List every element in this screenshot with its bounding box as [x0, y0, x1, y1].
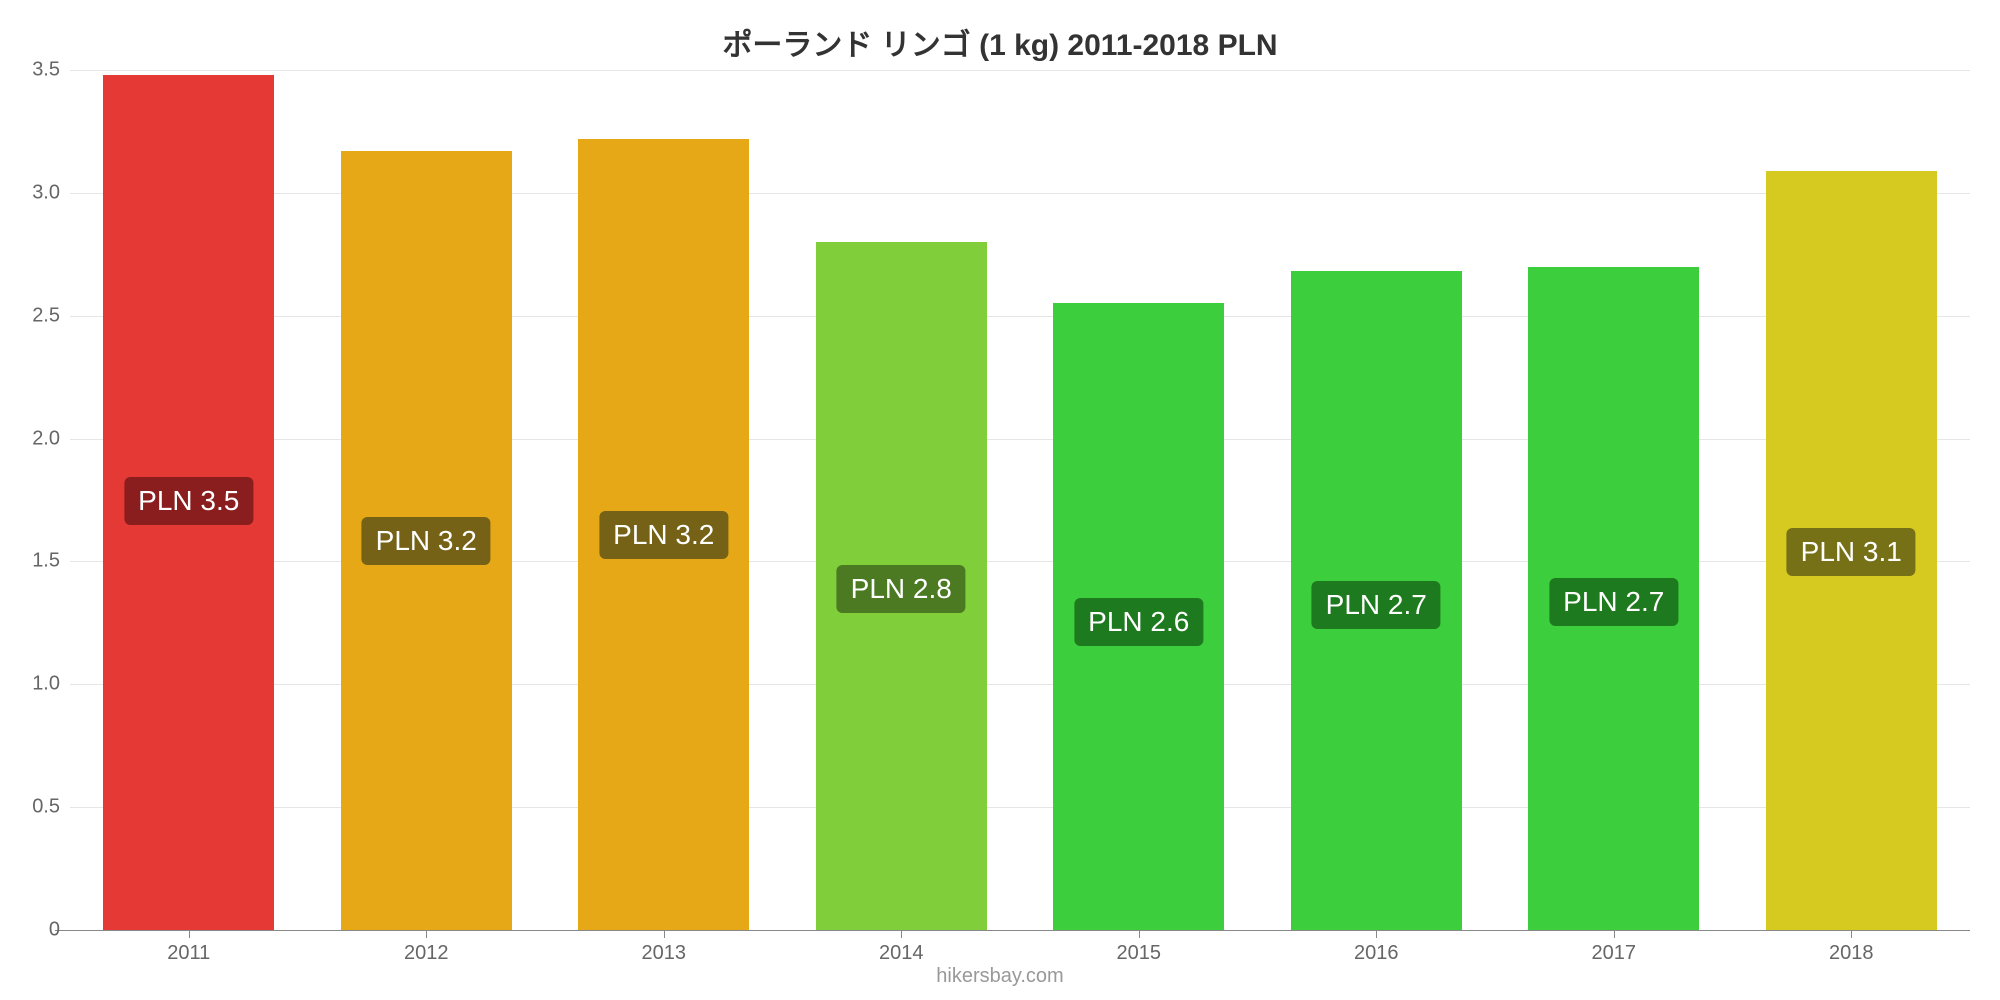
value-label: PLN 3.1 [1787, 528, 1916, 576]
y-tick-label: 3.0 [10, 181, 60, 204]
value-label: PLN 3.5 [124, 477, 253, 525]
x-tick-label: 2013 [642, 942, 687, 965]
x-tick-label: 2017 [1592, 942, 1637, 965]
value-label: PLN 2.6 [1074, 598, 1203, 646]
attribution-text: hikersbay.com [0, 965, 2000, 988]
x-tick [189, 930, 190, 938]
value-label: PLN 2.7 [1549, 578, 1678, 626]
x-tick-label: 2011 [167, 942, 210, 965]
x-tick [1614, 930, 1615, 938]
y-tick-label: 3.5 [10, 59, 60, 82]
x-tick-label: 2015 [1117, 942, 1162, 965]
x-tick [1139, 930, 1140, 938]
value-label: PLN 2.7 [1312, 581, 1441, 629]
y-tick-label: 2.5 [10, 304, 60, 327]
chart-container: ポーランド リンゴ (1 kg) 2011-2018 PLN 0 0.5 1.0 1.… [0, 0, 2000, 1000]
value-label: PLN 3.2 [599, 511, 728, 559]
x-tick-label: 2012 [404, 942, 449, 965]
value-label: PLN 2.8 [837, 565, 966, 613]
value-label: PLN 3.2 [362, 517, 491, 565]
y-tick-label: 0 [10, 919, 60, 942]
y-tick-label: 1.0 [10, 673, 60, 696]
axis-baseline [55, 930, 1970, 931]
y-tick-label: 2.0 [10, 427, 60, 450]
chart-title: ポーランド リンゴ (1 kg) 2011-2018 PLN [0, 20, 2000, 64]
x-tick [1376, 930, 1377, 938]
y-tick-label: 0.5 [10, 796, 60, 819]
x-tick-label: 2014 [879, 942, 924, 965]
gridline [70, 70, 1970, 71]
x-tick [426, 930, 427, 938]
x-tick-label: 2018 [1829, 942, 1874, 965]
x-tick [901, 930, 902, 938]
x-tick-label: 2016 [1354, 942, 1399, 965]
x-tick [664, 930, 665, 938]
x-tick [1851, 930, 1852, 938]
y-tick-label: 1.5 [10, 550, 60, 573]
